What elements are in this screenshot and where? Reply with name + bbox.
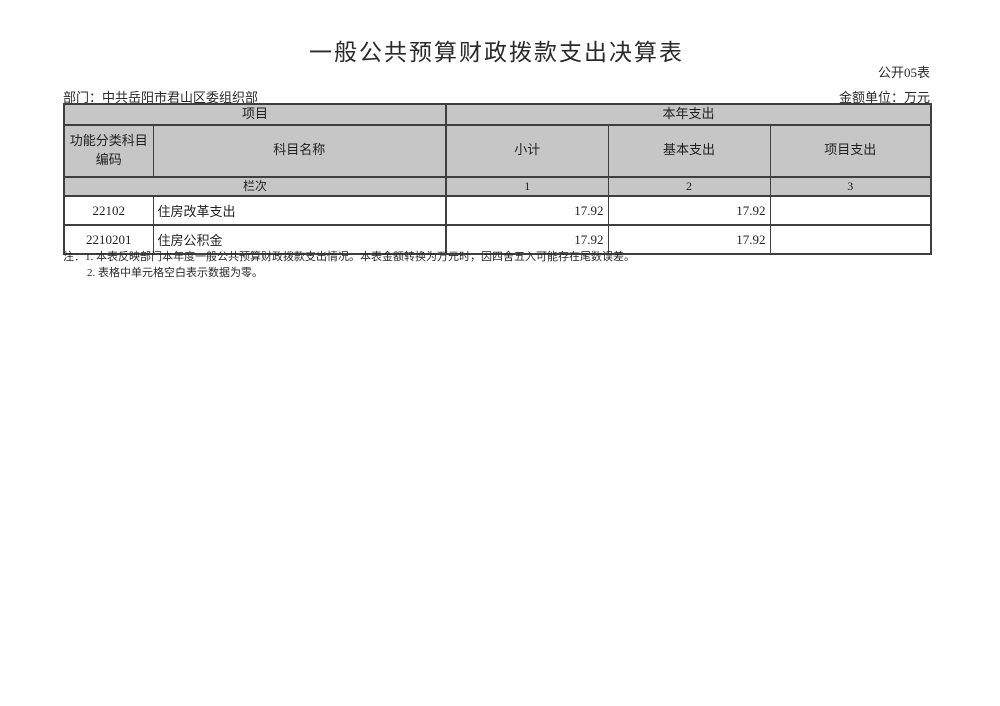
note-line-2: 2. 表格中单元格空白表示数据为零。 — [87, 266, 263, 279]
header-project-group: 项目 — [63, 103, 447, 126]
department-label: 部门： — [63, 90, 103, 105]
table-row: 22102 住房改革支出 17.92 17.92 — [63, 195, 932, 227]
rank-row: 栏次 1 2 3 — [63, 175, 932, 198]
header-col-project: 项目支出 — [769, 123, 932, 178]
notes: 注：1. 本表反映部门本年度一般公共预算财政拨款支出情况。本表金额转换为万元时，… — [63, 250, 635, 282]
cell-subtotal: 17.92 — [445, 195, 609, 227]
cell-name: 住房改革支出 — [152, 195, 447, 227]
header-col-name: 科目名称 — [152, 123, 447, 178]
cell-basic: 17.92 — [607, 195, 771, 227]
rank-col-1: 1 — [445, 175, 609, 198]
header-columns-row: 功能分类科目编码 科目名称 小计 基本支出 项目支出 — [63, 123, 932, 178]
rank-col-2: 2 — [607, 175, 771, 198]
header-col-code: 功能分类科目编码 — [63, 123, 154, 178]
cell-project — [769, 195, 932, 227]
cell-subtotal: 17.92 — [445, 224, 609, 256]
note-line-1: 注：1. 本表反映部门本年度一般公共预算财政拨款支出情况。本表金额转换为万元时，… — [63, 250, 635, 266]
rank-col-3: 3 — [769, 175, 932, 198]
cell-basic: 17.92 — [607, 224, 771, 256]
header-group-row: 项目 本年支出 — [63, 103, 932, 126]
header-col-subtotal: 小计 — [445, 123, 609, 178]
header-year-group: 本年支出 — [445, 103, 932, 126]
note-prefix: 注： — [63, 251, 85, 263]
table-code-label: 公开05表 — [877, 65, 930, 80]
unit-label: 金额单位：万元 — [838, 90, 930, 105]
header-col-basic: 基本支出 — [607, 123, 771, 178]
meta-row: 部门：中共岳阳市君山区委组织部 金额单位：万元 — [63, 87, 930, 106]
table-row: 2210201 住房公积金 17.92 17.92 — [63, 224, 932, 256]
department-line: 部门：中共岳阳市君山区委组织部 — [63, 87, 258, 106]
expenditure-table: 项目 本年支出 功能分类科目编码 科目名称 小计 基本支出 项目支出 栏次 1 … — [63, 103, 933, 256]
cell-name: 住房公积金 — [152, 224, 447, 256]
cell-code: 22102 — [63, 195, 154, 227]
rank-row-label: 栏次 — [63, 175, 447, 198]
cell-project — [769, 224, 932, 256]
cell-code: 2210201 — [63, 224, 154, 256]
department-name: 中共岳阳市君山区委组织部 — [102, 90, 259, 105]
note-text-1: 1. 本表反映部门本年度一般公共预算财政拨款支出情况。本表金额转换为万元时，因四… — [85, 251, 635, 263]
page-title: 一般公共预算财政拨款支出决算表 — [309, 40, 684, 65]
